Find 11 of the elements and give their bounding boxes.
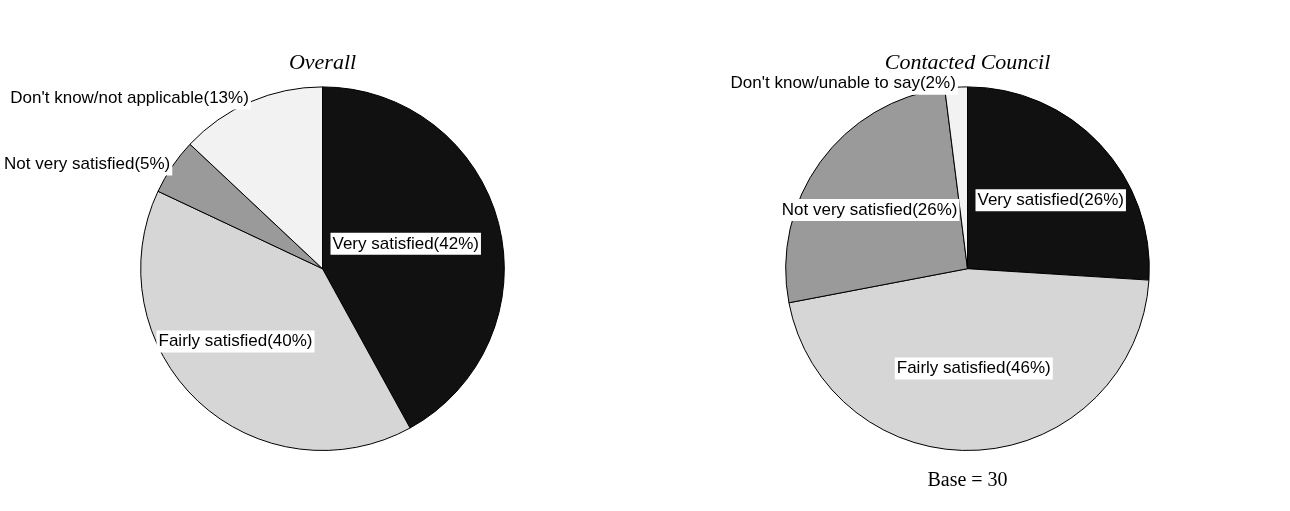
slice-label: Don't know/not applicable(13%) <box>10 88 249 108</box>
slice-label: Fairly satisfied(46%) <box>896 358 1051 378</box>
text: Base = 30 <box>927 468 1008 491</box>
slice-label: Not very satisfied(26%) <box>781 199 958 219</box>
slice-label: Very satisfied(26%) <box>977 189 1124 209</box>
chart-title: Overall <box>288 48 357 74</box>
slice-label: Fairly satisfied(40%) <box>158 331 313 351</box>
slice-label: Not very satisfied(5%) <box>4 154 171 174</box>
slice-label: Very satisfied(42%) <box>332 233 479 253</box>
chart-title: Contacted Council <box>884 48 1051 74</box>
slice-label: Don't know/unable to say(2%) <box>730 73 956 93</box>
